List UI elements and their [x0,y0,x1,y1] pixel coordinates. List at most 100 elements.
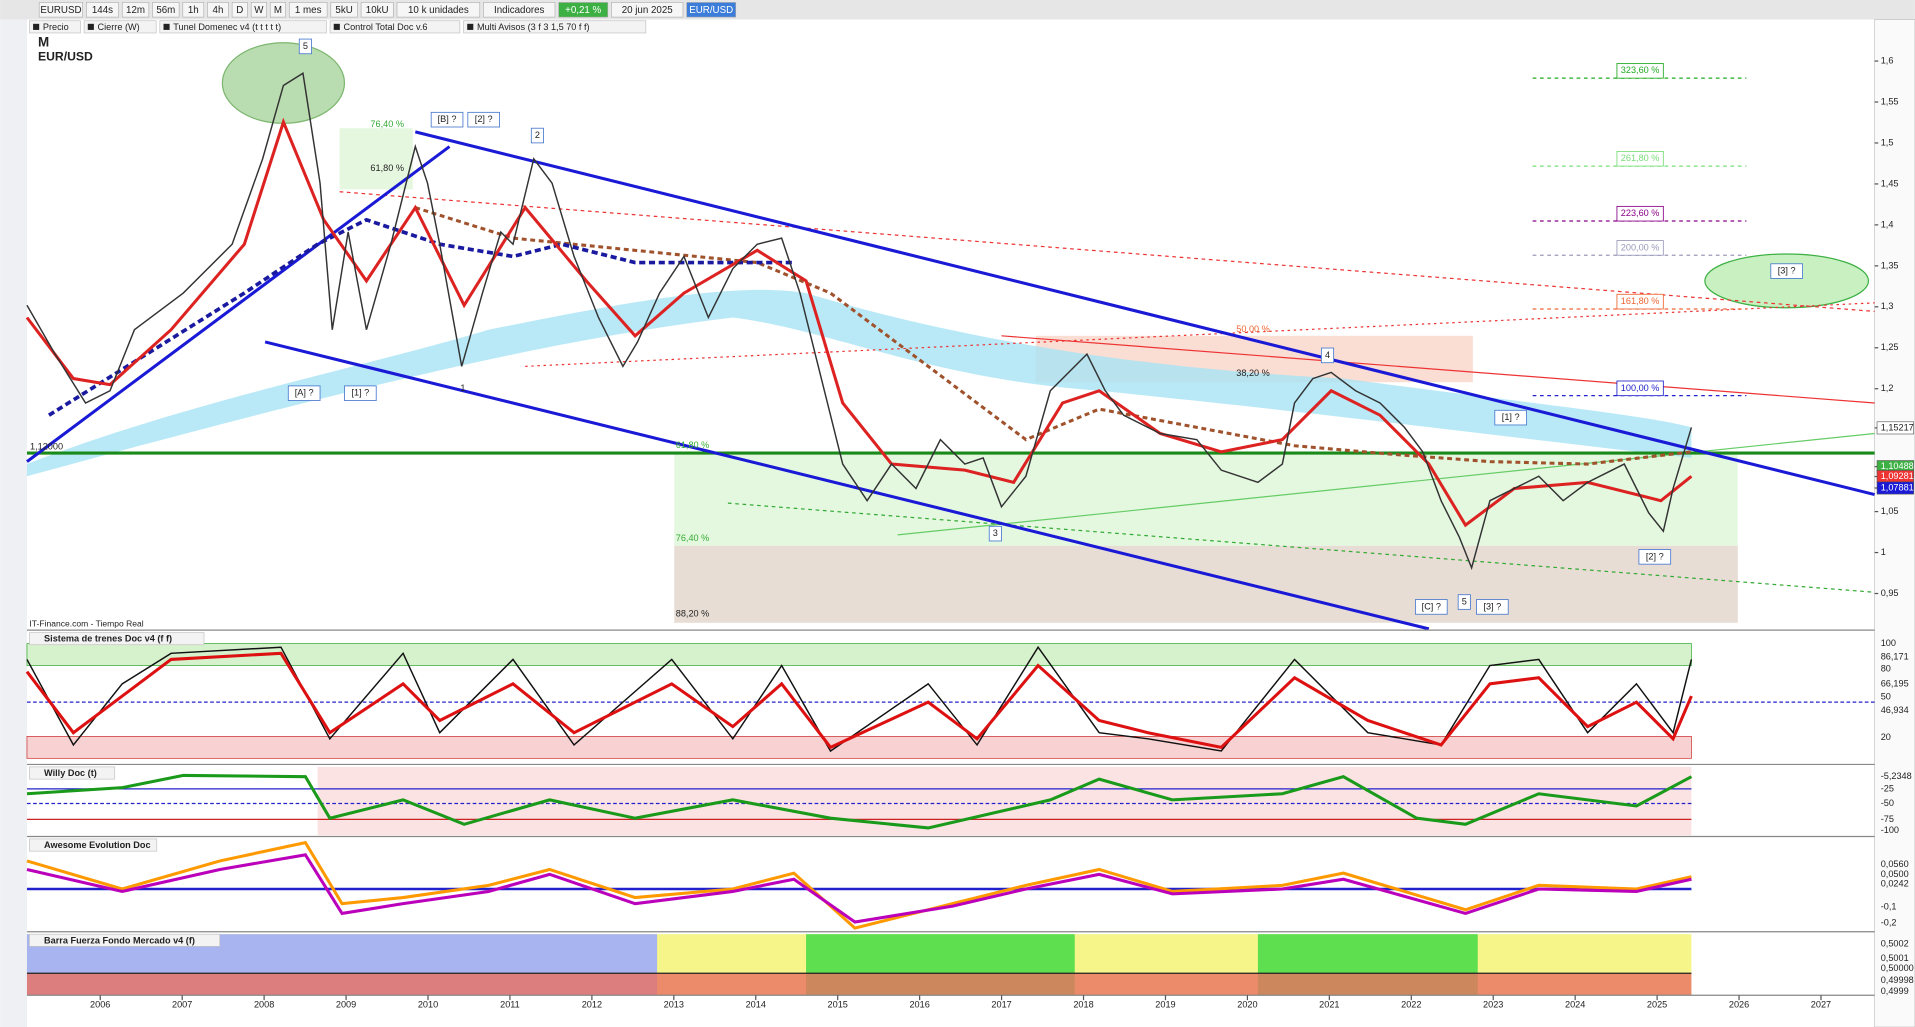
year-label: 2017 [991,999,1011,1009]
panel-axis-label: -100 [1881,825,1899,835]
toolbar-label[interactable]: Indicadores [494,5,545,16]
year-label: 2006 [90,999,110,1009]
toolbar-label[interactable]: 1 mes [295,5,322,16]
annotation: [3] ? [1483,601,1501,611]
toolbar-button[interactable] [483,2,556,18]
toolbar-button[interactable] [38,2,83,18]
legend-item[interactable] [463,20,647,34]
year-label: 2012 [582,999,602,1009]
price-label: 1,6 [1881,55,1894,65]
year-label: 2011 [500,999,520,1009]
price [26,72,1693,571]
toolbar-label[interactable]: 20 jun 2025 [622,5,674,16]
year-label: 2021 [1319,999,1339,1009]
annotation-box [530,127,544,144]
toolbar-button[interactable] [330,2,358,18]
toolbar-button[interactable] [360,2,394,18]
toolbar-button[interactable] [152,2,180,18]
annotation-box [298,38,312,55]
toolbar-label[interactable]: 1h [188,5,199,16]
panel-header[interactable] [29,766,116,780]
price-label: 1,5 [1881,137,1894,147]
panel-axis-label: -5,2348 [1881,771,1912,781]
toolbar-button[interactable] [396,2,481,18]
toolbar-button[interactable] [231,2,248,18]
annotation: 161,80 % [1621,296,1660,306]
year-label: 2025 [1647,999,1667,1009]
toolbar-label[interactable]: D [236,5,243,16]
toolbar-label[interactable]: EUR/USD [689,5,733,16]
year-label: 2024 [1565,999,1585,1009]
toolbar-label[interactable]: 56m [156,5,175,16]
toolbar-label[interactable]: W [254,5,264,16]
price-label: 1 [1881,547,1886,557]
toolbar-label[interactable]: EURUSD [40,5,81,16]
toolbar-button[interactable] [207,2,229,18]
price-box [1876,421,1914,435]
price-box [1876,481,1914,495]
annotation-box [1457,594,1471,610]
annotation: 3 [993,528,998,538]
toolbar-button[interactable] [686,2,737,18]
annotation-box [988,525,1002,542]
toolbar-label[interactable]: 5kU [335,5,352,16]
annotation: 76,40 % [370,119,404,129]
ellipse [1704,253,1870,309]
panel-awesome [26,840,1692,930]
legend-item[interactable] [159,20,327,34]
panel-axis-label: 66,195 [1881,678,1909,688]
panel-willy [26,766,1693,836]
main-chart [25,42,1875,631]
toolbar-button[interactable] [269,2,286,18]
toolbar-label[interactable]: +0,21 % [565,5,601,16]
year-label: 2020 [1237,999,1257,1009]
annotation: 61,80 % [676,440,710,450]
panel-header[interactable] [29,933,221,947]
line [897,432,1875,536]
year-label: 2015 [828,999,848,1009]
toolbar-button[interactable] [288,2,328,18]
panel-axis-label: -0,2 [1881,918,1897,928]
panel-axis-label: 46,934 [1881,705,1909,715]
line [1001,335,1875,404]
toolbar [0,0,1915,20]
toolbar-label[interactable]: 10kU [366,5,389,16]
panel-header[interactable] [29,632,205,646]
line [525,302,1875,367]
panel-axis-label: -75 [1881,814,1894,824]
panel-barra [26,934,1692,996]
annotation-box [287,385,321,401]
panel-trenes [25,643,1875,759]
annotation: 38,20 % [1236,368,1270,378]
symbol: EUR/USD [38,50,93,64]
toolbar-button[interactable] [121,2,150,18]
panel-title: Awesome Evolution Doc [44,840,150,850]
annotation: [A] ? [295,388,314,398]
legend-item[interactable] [29,20,81,34]
annotation: [2] ? [1646,551,1664,561]
toolbar-label[interactable]: 10 k unidades [408,5,469,16]
annotation-box [344,385,377,401]
annotation: 4 [1325,350,1330,360]
chart-title: M [38,34,49,49]
toolbar-button[interactable] [558,2,609,18]
annotation-box [467,111,500,128]
toolbar-button[interactable] [86,2,119,18]
panel-header[interactable] [29,838,158,852]
annotation-box [1616,150,1664,167]
panel-axis-label: 100 [1881,638,1896,648]
annotation: 5 [1462,596,1467,606]
toolbar-label[interactable]: 144s [92,5,113,16]
toolbar-button[interactable] [182,2,205,18]
toolbar-label[interactable]: 12m [126,5,145,16]
toolbar-label[interactable]: M [274,5,282,16]
toolbar-button[interactable] [250,2,267,18]
price-label: 1,55 [1881,96,1899,106]
toolbar-label[interactable]: 4h [213,5,224,16]
legend-item[interactable] [83,20,157,34]
trend [25,117,1693,528]
cloud [26,289,1692,477]
legend-item[interactable] [329,20,461,34]
toolbar-button[interactable] [611,2,684,18]
